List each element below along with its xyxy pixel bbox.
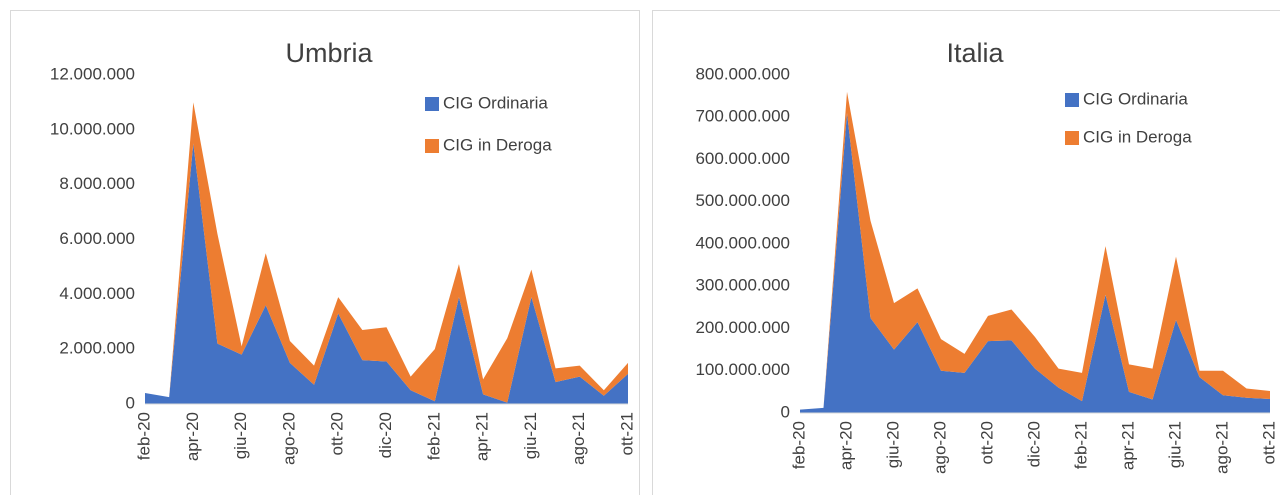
legend-swatch bbox=[1065, 93, 1079, 107]
y-tick-label: 100.000.000 bbox=[695, 360, 790, 379]
area bbox=[800, 91, 1270, 410]
x-tick-label: giu-21 bbox=[521, 412, 540, 459]
area bbox=[145, 143, 628, 404]
y-tick-label: 200.000.000 bbox=[695, 318, 790, 337]
x-tick-label: dic-20 bbox=[376, 412, 395, 458]
panel-border bbox=[10, 10, 640, 495]
chart-title: Italia bbox=[946, 38, 1004, 68]
x-tick-label: ago-20 bbox=[930, 421, 949, 474]
x-tick-label: ott-20 bbox=[328, 412, 347, 455]
x-tick-label: ott-21 bbox=[1259, 421, 1278, 464]
y-tick-label: 2.000.000 bbox=[59, 339, 135, 358]
y-tick-label: 0 bbox=[126, 393, 135, 412]
x-tick-label: giu-20 bbox=[231, 412, 250, 459]
y-tick-label: 500.000.000 bbox=[695, 191, 790, 210]
x-tick-label: apr-20 bbox=[836, 421, 855, 470]
y-tick-label: 8.000.000 bbox=[59, 174, 135, 193]
y-tick-label: 6.000.000 bbox=[59, 229, 135, 248]
x-tick-label: ott-21 bbox=[617, 412, 636, 455]
legend-swatch bbox=[425, 139, 439, 153]
x-tick-label: ago-21 bbox=[1212, 421, 1231, 474]
x-tick-label: ago-21 bbox=[569, 412, 588, 465]
chart-title: Umbria bbox=[285, 38, 373, 68]
x-tick-label: giu-21 bbox=[1165, 421, 1184, 468]
y-tick-label: 12.000.000 bbox=[50, 64, 135, 83]
y-tick-label: 10.000.000 bbox=[50, 119, 135, 138]
y-tick-label: 0 bbox=[781, 402, 790, 421]
x-tick-label: feb-21 bbox=[1071, 421, 1090, 469]
legend-swatch bbox=[1065, 131, 1079, 145]
legend-label: CIG Ordinaria bbox=[1083, 89, 1188, 108]
x-tick-label: dic-20 bbox=[1024, 421, 1043, 467]
legend-swatch bbox=[425, 97, 439, 111]
legend-label: CIG Ordinaria bbox=[443, 93, 548, 112]
x-tick-label: ott-20 bbox=[977, 421, 996, 464]
x-tick-label: apr-21 bbox=[1118, 421, 1137, 470]
legend-label: CIG in Deroga bbox=[443, 135, 552, 154]
y-tick-label: 600.000.000 bbox=[695, 149, 790, 168]
x-tick-label: giu-20 bbox=[883, 421, 902, 468]
x-tick-label: apr-20 bbox=[183, 412, 202, 461]
y-tick-label: 800.000.000 bbox=[695, 64, 790, 83]
y-tick-label: 400.000.000 bbox=[695, 233, 790, 252]
legend-label: CIG in Deroga bbox=[1083, 127, 1192, 146]
y-tick-label: 700.000.000 bbox=[695, 107, 790, 126]
x-tick-label: feb-21 bbox=[424, 412, 443, 460]
area bbox=[800, 113, 1270, 414]
x-tick-label: ago-20 bbox=[279, 412, 298, 465]
y-tick-label: 4.000.000 bbox=[59, 284, 135, 303]
panel-border bbox=[652, 10, 1280, 495]
x-tick-label: apr-21 bbox=[473, 412, 492, 461]
x-tick-label: feb-20 bbox=[134, 412, 153, 460]
x-tick-label: feb-20 bbox=[789, 421, 808, 469]
area bbox=[145, 102, 628, 403]
y-tick-label: 300.000.000 bbox=[695, 276, 790, 295]
